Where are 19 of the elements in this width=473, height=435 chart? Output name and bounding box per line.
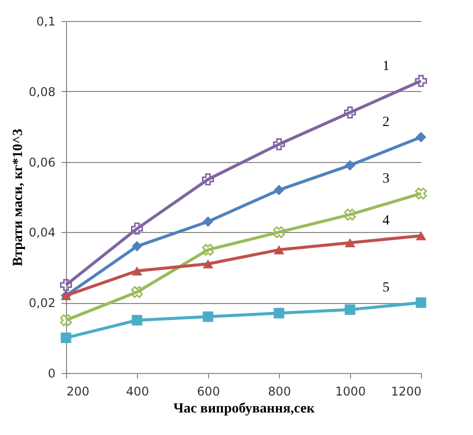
y-tick-label: 0 xyxy=(48,366,56,380)
x-tick-label: 1000 xyxy=(335,384,366,398)
y-tick-label: 0,06 xyxy=(28,155,56,170)
y-axis-title: Втрати маси, кг*10^3 xyxy=(10,128,26,266)
x-tick-label: 800 xyxy=(268,384,291,398)
series-label: 3 xyxy=(382,171,390,186)
x-tick-label: 400 xyxy=(126,384,149,398)
y-tick-label: 0,1 xyxy=(36,14,56,28)
series-label: 2 xyxy=(382,115,390,130)
y-tick-label: 0,02 xyxy=(28,296,56,310)
x-axis-title: Час випробування,сек xyxy=(173,402,316,416)
series-label: 5 xyxy=(382,280,390,296)
series-label: 4 xyxy=(382,214,390,229)
x-tick-label: 1200 xyxy=(390,384,422,398)
x-tick-label: 200 xyxy=(66,384,90,398)
y-tick-label: 0,04 xyxy=(28,226,56,240)
x-tick-label: 600 xyxy=(197,384,220,398)
series-label: 1 xyxy=(382,58,390,74)
y-tick-label: 0,08 xyxy=(28,84,56,99)
